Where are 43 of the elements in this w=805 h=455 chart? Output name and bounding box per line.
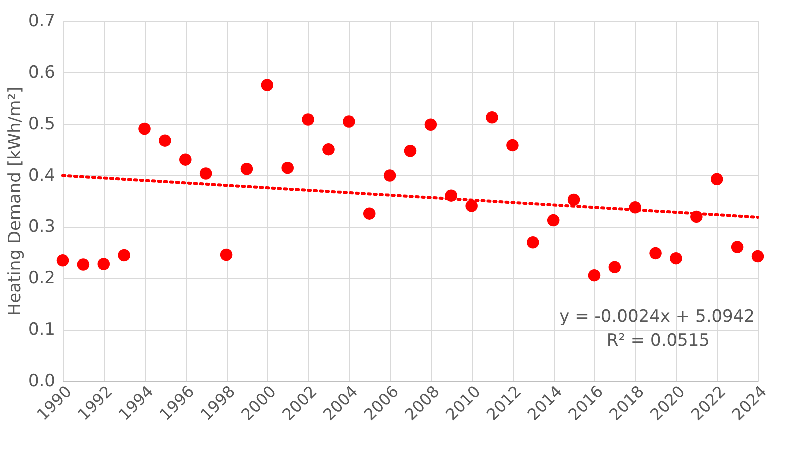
point xyxy=(159,134,172,147)
point xyxy=(568,194,580,206)
point xyxy=(220,248,233,262)
point xyxy=(180,154,192,166)
point xyxy=(138,122,151,136)
y-tick-label: 0.6 xyxy=(28,62,56,83)
point xyxy=(77,258,90,271)
point xyxy=(363,208,376,220)
point xyxy=(302,114,314,126)
point xyxy=(527,236,540,249)
point xyxy=(588,269,601,282)
annotation: R² = 0.0515 xyxy=(606,331,710,351)
point xyxy=(547,214,560,227)
point xyxy=(670,252,682,265)
y-tick-label: 0.0 xyxy=(28,372,56,392)
point xyxy=(486,112,498,124)
point xyxy=(466,200,478,212)
y-axis-title: Heating Demand [kWh/m²] xyxy=(5,86,26,316)
point xyxy=(752,250,764,263)
point xyxy=(404,145,417,158)
y-tick-label: 0.2 xyxy=(28,268,56,289)
point xyxy=(261,79,274,92)
y-tick-label: 0.1 xyxy=(28,320,56,340)
point xyxy=(731,241,744,254)
point xyxy=(608,261,622,274)
point xyxy=(322,143,335,156)
y-tick-label: 0.4 xyxy=(28,166,56,186)
point xyxy=(118,249,130,262)
y-tick-label: 0.5 xyxy=(28,114,56,134)
point xyxy=(282,162,294,174)
point xyxy=(384,170,396,182)
point xyxy=(506,139,519,152)
y-tick-label: 0.3 xyxy=(28,217,56,238)
annotation: y = -0.0024x + 5.0942 xyxy=(560,307,755,327)
point xyxy=(424,118,438,131)
point xyxy=(56,254,70,267)
point xyxy=(200,168,212,180)
point xyxy=(650,247,662,260)
point xyxy=(710,173,724,186)
y-tick-label: 0.7 xyxy=(28,12,56,32)
point xyxy=(240,163,254,176)
point xyxy=(343,116,356,128)
point xyxy=(98,258,110,270)
